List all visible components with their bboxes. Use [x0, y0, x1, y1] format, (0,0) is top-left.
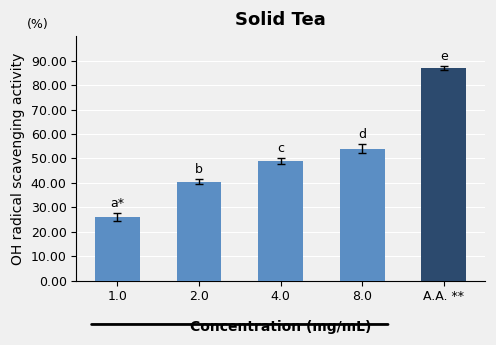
Bar	[340, 149, 385, 280]
Bar	[258, 161, 303, 280]
Bar	[95, 217, 140, 280]
Bar	[422, 68, 466, 280]
Y-axis label: OH radical scavenging activity: OH radical scavenging activity	[11, 52, 25, 265]
Text: c: c	[277, 142, 284, 155]
Text: (%): (%)	[27, 18, 49, 31]
X-axis label: Concentration (mg/mL): Concentration (mg/mL)	[190, 320, 372, 334]
Text: d: d	[358, 128, 366, 141]
Bar	[177, 181, 222, 280]
Text: b: b	[195, 163, 203, 176]
Title: Solid Tea: Solid Tea	[235, 11, 326, 29]
Text: a*: a*	[111, 197, 124, 210]
Text: e: e	[440, 50, 448, 63]
